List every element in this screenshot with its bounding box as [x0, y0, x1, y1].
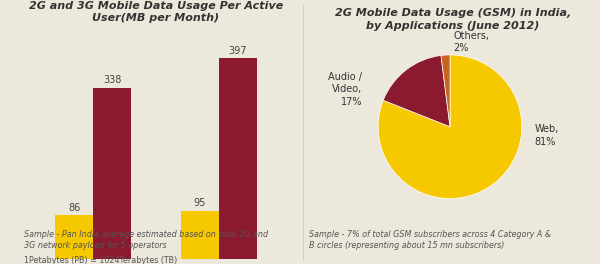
Text: 1Petabytes (PB) = 1024Terabytes (TB): 1Petabytes (PB) = 1024Terabytes (TB) [24, 256, 177, 264]
Text: 338: 338 [103, 76, 121, 86]
Bar [55, 215, 93, 259]
Text: Audio /
Video,
17%: Audio / Video, 17% [328, 72, 362, 107]
Bar [219, 58, 257, 259]
Text: Sample - 7% of total GSM subscribers across 4 Category A &
B circles (representi: Sample - 7% of total GSM subscribers acr… [309, 230, 551, 251]
Text: 397: 397 [229, 46, 247, 56]
Bar [181, 211, 219, 259]
Text: 95: 95 [194, 198, 206, 208]
Wedge shape [378, 55, 522, 199]
Title: 2G and 3G Mobile Data Usage Per Active
User(MB per Month): 2G and 3G Mobile Data Usage Per Active U… [29, 1, 283, 23]
Wedge shape [441, 55, 450, 127]
Wedge shape [383, 55, 450, 127]
Text: 2G Mobile Data Usage (GSM) in India,
by Applications (June 2012): 2G Mobile Data Usage (GSM) in India, by … [335, 8, 571, 31]
Text: 86: 86 [68, 203, 80, 213]
Text: Others,
2%: Others, 2% [454, 31, 490, 53]
Text: Sample - Pan India average estimated based on total 2G and
3G network payload fo: Sample - Pan India average estimated bas… [24, 230, 268, 251]
Bar [93, 88, 131, 259]
Text: Web,
81%: Web, 81% [535, 124, 559, 147]
